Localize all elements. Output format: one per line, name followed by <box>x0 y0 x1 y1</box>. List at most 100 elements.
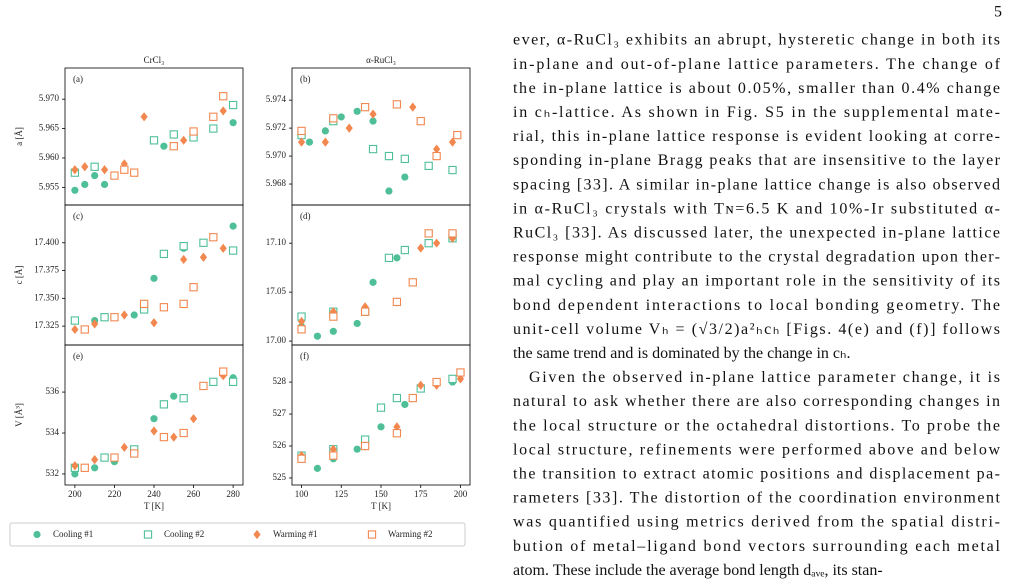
data-point <box>368 144 378 154</box>
data-point <box>329 451 338 460</box>
panel-frame <box>291 344 471 486</box>
text-line: sponding in-plane Bragg peaks that are i… <box>513 152 1001 169</box>
data-point <box>376 403 386 412</box>
y-tick-label: 527 <box>273 408 287 418</box>
data-point <box>139 299 149 309</box>
panel-label: (e) <box>73 351 83 361</box>
data-point <box>71 470 79 478</box>
data-point <box>392 393 402 403</box>
data-point <box>448 374 457 384</box>
data-point <box>417 380 425 390</box>
data-point <box>120 442 128 452</box>
data-point <box>130 311 138 319</box>
x-tick-label: 280 <box>226 489 240 499</box>
x-axis-label: T [K] <box>144 501 164 511</box>
data-point <box>159 249 169 259</box>
data-point <box>179 394 188 403</box>
data-point <box>416 116 425 126</box>
x-tick-label: 175 <box>414 489 428 499</box>
data-point <box>90 162 99 171</box>
data-point <box>209 124 218 133</box>
data-point <box>71 186 79 194</box>
x-tick-label: 260 <box>187 489 201 499</box>
data-point <box>81 180 89 189</box>
text-line: the transition to extract atomic positio… <box>513 465 1000 482</box>
data-point <box>80 325 89 334</box>
text-line: rameters [33]. The distortion of the coo… <box>513 490 1001 507</box>
data-point <box>401 173 409 181</box>
data-point <box>321 137 329 147</box>
text-line: the in-plane lattice is about 0.05%, sma… <box>513 80 1000 97</box>
data-point <box>169 142 178 151</box>
data-point <box>219 106 227 116</box>
data-point <box>170 432 178 442</box>
text-line: was quantified using metrics derived fro… <box>513 514 1000 531</box>
data-point <box>361 302 369 312</box>
data-point <box>140 112 148 122</box>
panel: α-RuCl₃ (b) 5.968 5.970 5.972 5.974 <box>266 55 471 206</box>
data-point <box>384 253 394 263</box>
text-line: local structure, refinements were perfor… <box>513 441 1000 458</box>
y-tick-label: 5.960 <box>39 152 60 162</box>
y-tick-label: 5.955 <box>39 181 60 191</box>
data-point <box>385 187 393 195</box>
data-point <box>199 238 208 247</box>
data-point <box>329 327 337 335</box>
data-point <box>149 136 159 145</box>
data-point <box>150 318 158 328</box>
data-point <box>393 254 401 262</box>
column-title: α-RuCl₃ <box>366 55 396 65</box>
text-line: bution of metal–ligand bond vectors surr… <box>513 538 1001 555</box>
data-point <box>130 449 139 458</box>
data-point <box>353 107 361 115</box>
data-point <box>392 100 402 109</box>
data-point <box>360 102 370 112</box>
y-tick-label: 536 <box>46 386 60 396</box>
panel: (d) 17.00 17.05 17.10 <box>266 204 471 346</box>
x-tick-label: 220 <box>108 489 122 499</box>
data-point <box>392 429 402 438</box>
data-point <box>169 130 178 139</box>
y-tick-label: 5.965 <box>39 123 60 133</box>
data-point <box>329 114 338 123</box>
data-point <box>353 445 361 453</box>
data-point <box>100 453 109 462</box>
text-line: the local structure or the octahedral di… <box>513 417 1000 434</box>
y-tick-label: 5.972 <box>266 122 286 132</box>
panel: (c) 17.325 17.350 17.375 17.400 c [Å] <box>14 204 244 346</box>
data-point <box>345 123 353 133</box>
data-point <box>377 423 385 431</box>
data-point <box>424 229 433 238</box>
data-point <box>159 303 169 312</box>
data-point <box>209 112 218 121</box>
data-point <box>71 165 79 175</box>
text-line: RuCl₃ [33]. As discussed later, the unex… <box>513 224 1000 241</box>
data-point <box>297 454 306 463</box>
y-tick-label: 5.970 <box>266 150 287 160</box>
data-point <box>159 432 169 442</box>
data-point <box>453 130 462 140</box>
panel: CrCl₃ (a) 5.955 5.960 5.965 5.970 a [Å] <box>14 55 244 206</box>
data-point <box>369 117 377 125</box>
data-point <box>228 377 238 386</box>
data-point <box>160 142 168 150</box>
data-point <box>199 381 208 391</box>
data-point <box>360 307 370 316</box>
text-line: bond dependent interactions to local bon… <box>513 297 1000 314</box>
text-line: rial, this in-plane lattice response is … <box>513 128 1000 145</box>
data-point <box>81 162 89 172</box>
panel-label: (c) <box>73 211 83 221</box>
x-tick-label: 100 <box>295 489 309 499</box>
legend-label: Warming #1 <box>273 529 318 539</box>
data-point <box>321 127 329 135</box>
y-tick-label: 17.400 <box>34 237 59 247</box>
data-point <box>329 312 338 321</box>
data-point <box>180 254 188 265</box>
y-tick-label: 5.968 <box>266 178 287 188</box>
legend-box <box>9 522 466 547</box>
column-title: CrCl₃ <box>144 55 165 65</box>
panel-frame <box>291 204 471 346</box>
data-point <box>228 100 238 110</box>
data-point <box>297 137 306 147</box>
